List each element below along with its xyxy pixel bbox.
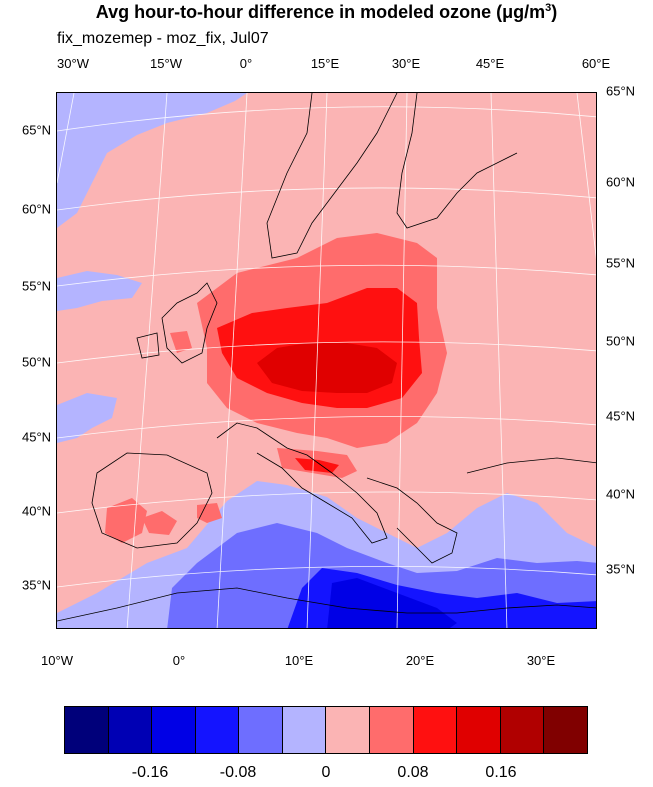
colorbar-swatch bbox=[108, 707, 153, 753]
right-lat-label: 35°N bbox=[606, 561, 636, 577]
colorbar-label: -0.16 bbox=[131, 764, 169, 781]
right-lat-label: 45°N bbox=[606, 408, 636, 424]
ozone-difference-map bbox=[56, 92, 597, 629]
figure-title: Avg hour-to-hour difference in modeled o… bbox=[95, 2, 558, 22]
iberia-light-red-patch bbox=[142, 511, 177, 535]
colorbar-swatch bbox=[370, 707, 414, 753]
colorbar-swatch bbox=[282, 707, 327, 753]
iberia-light-red-patch bbox=[105, 498, 147, 543]
colorbar-label: 0 bbox=[321, 764, 331, 781]
right-lat-label: 55°N bbox=[606, 255, 636, 271]
left-lat-label: 50°N bbox=[22, 354, 52, 370]
bottom-lon-label: 20°E bbox=[405, 653, 435, 668]
colorbar-swatch bbox=[65, 707, 109, 753]
britain-red-patch bbox=[170, 331, 192, 353]
top-lon-label: 30°W bbox=[57, 56, 89, 71]
bottom-lon-label: 30°E bbox=[526, 653, 556, 668]
top-lon-label: 15°E bbox=[310, 56, 340, 71]
colorbar-swatch bbox=[239, 707, 283, 753]
central-europe-dark-red bbox=[257, 343, 397, 393]
colorbar-swatch bbox=[152, 707, 196, 753]
map-canvas bbox=[57, 93, 596, 628]
colorbar-swatch bbox=[457, 707, 501, 753]
figure-subtitle: fix_mozemep - moz_fix, Jul07 bbox=[57, 30, 269, 47]
top-lon-label: 60°E bbox=[581, 56, 611, 71]
left-lat-label: 35°N bbox=[22, 577, 52, 593]
graticule bbox=[57, 93, 596, 628]
top-lon-label: 0° bbox=[239, 56, 253, 71]
top-lon-label: 30°E bbox=[391, 56, 421, 71]
top-lon-label: 45°E bbox=[475, 56, 505, 71]
bottom-lon-label: 10°E bbox=[284, 653, 314, 668]
atlantic-negative-strip bbox=[57, 393, 117, 443]
colorbar-label: 0.16 bbox=[485, 764, 517, 781]
iberia-light-red-patch bbox=[197, 503, 222, 523]
colorbar-swatch bbox=[195, 707, 240, 753]
right-lat-label: 40°N bbox=[606, 486, 636, 502]
colorbar bbox=[64, 706, 588, 754]
colorbar-swatch bbox=[544, 707, 587, 753]
left-lat-label: 40°N bbox=[22, 503, 52, 519]
atlantic-negative-strip bbox=[57, 271, 142, 311]
right-lat-label: 65°N bbox=[606, 83, 636, 99]
left-lat-label: 55°N bbox=[22, 278, 52, 294]
italy-red-patch bbox=[295, 458, 339, 473]
colorbar-swatch bbox=[500, 707, 545, 753]
coastlines bbox=[57, 93, 596, 622]
colorbar-label: -0.08 bbox=[219, 764, 257, 781]
right-lat-label: 50°N bbox=[606, 333, 636, 349]
nw-negative-region bbox=[57, 93, 247, 228]
left-lat-label: 65°N bbox=[22, 122, 52, 138]
colorbar-swatch bbox=[413, 707, 458, 753]
colorbar-swatch bbox=[326, 707, 371, 753]
colorbar-label: 0.08 bbox=[397, 764, 429, 781]
left-lat-label: 45°N bbox=[22, 429, 52, 445]
top-lon-label: 15°W bbox=[150, 56, 182, 71]
left-lat-label: 60°N bbox=[22, 201, 52, 217]
right-lat-label: 60°N bbox=[606, 174, 636, 190]
bottom-lon-label: 0° bbox=[172, 653, 186, 668]
south-deep-blue-region bbox=[327, 578, 457, 628]
bottom-lon-label: 10°W bbox=[41, 653, 73, 668]
